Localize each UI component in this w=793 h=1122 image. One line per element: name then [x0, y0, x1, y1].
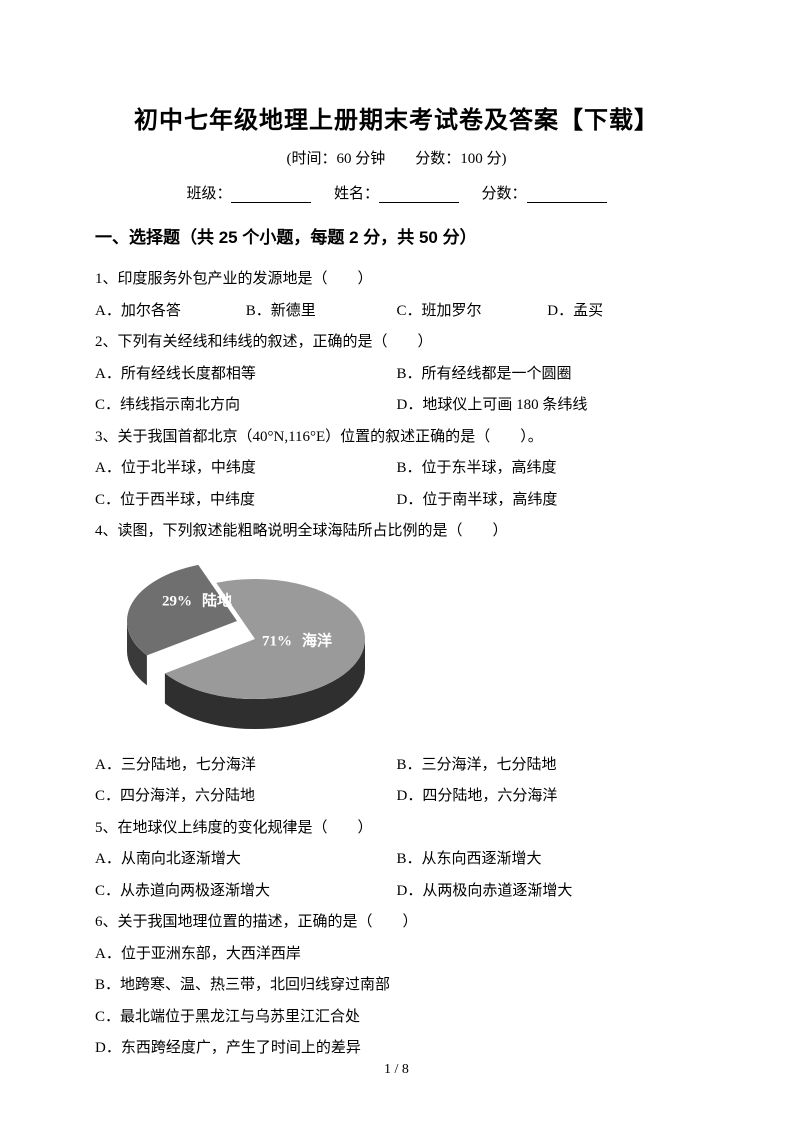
- q3-text: 3、关于我国首都北京（40°N,116°E）位置的叙述正确的是（ ）。: [95, 422, 698, 454]
- q2-opt-a: A．所有经线长度都相等: [95, 359, 397, 391]
- pie-chart: 29% 陆地 71% 海洋: [95, 554, 395, 744]
- q1-text: 1、印度服务外包产业的发源地是（ ）: [95, 264, 698, 296]
- q2-opt-b: B．所有经线都是一个圆圈: [397, 359, 699, 391]
- pie-chart-svg: 29% 陆地 71% 海洋: [95, 554, 395, 744]
- svg-text:海洋: 海洋: [302, 631, 332, 649]
- q3-options: A．位于北半球，中纬度 B．位于东半球，高纬度 C．位于西半球，中纬度 D．位于…: [95, 453, 698, 516]
- q5-options: A．从南向北逐渐增大 B．从东向西逐渐增大 C．从赤道向两极逐渐增大 D．从两极…: [95, 844, 698, 907]
- label-name: 姓名：: [334, 186, 379, 202]
- q4-text: 4、读图，下列叙述能粗略说明全球海陆所占比例的是（ ）: [95, 516, 698, 548]
- q3-opt-a: A．位于北半球，中纬度: [95, 453, 397, 485]
- q6-text: 6、关于我国地理位置的描述，正确的是（ ）: [95, 907, 698, 939]
- q6-opt-b: B．地跨寒、温、热三带，北回归线穿过南部: [95, 970, 698, 1002]
- q6-opt-d: D．东西跨经度广，产生了时间上的差异: [95, 1033, 698, 1065]
- q4-options: A．三分陆地，七分海洋 B．三分海洋，七分陆地 C．四分海洋，六分陆地 D．四分…: [95, 750, 698, 813]
- q3-opt-b: B．位于东半球，高纬度: [397, 453, 699, 485]
- label-score: 分数：: [482, 186, 527, 202]
- page-title: 初中七年级地理上册期末考试卷及答案【下载】: [95, 100, 698, 135]
- q5-opt-c: C．从赤道向两极逐渐增大: [95, 876, 397, 908]
- svg-text:29%: 29%: [162, 593, 192, 609]
- fill-row: 班级： 姓名： 分数：: [95, 182, 698, 203]
- svg-text:陆地: 陆地: [202, 591, 232, 609]
- svg-text:71%: 71%: [262, 633, 292, 649]
- q4-opt-d: D．四分陆地，六分海洋: [397, 781, 699, 813]
- q1-options: A．加尔各答 B．新德里 C．班加罗尔 D．孟买: [95, 296, 698, 328]
- q2-options: A．所有经线长度都相等 B．所有经线都是一个圆圈 C．纬线指示南北方向 D．地球…: [95, 359, 698, 422]
- section-1-heading: 一、选择题（共 25 个小题，每题 2 分，共 50 分）: [95, 223, 698, 248]
- q3-opt-c: C．位于西半球，中纬度: [95, 485, 397, 517]
- q1-opt-d: D．孟买: [547, 296, 698, 328]
- blank-name[interactable]: [379, 186, 459, 204]
- q2-text: 2、下列有关经线和纬线的叙述，正确的是（ ）: [95, 327, 698, 359]
- q5-opt-a: A．从南向北逐渐增大: [95, 844, 397, 876]
- q5-text: 5、在地球仪上纬度的变化规律是（ ）: [95, 813, 698, 845]
- label-class: 班级：: [186, 186, 231, 202]
- q4-opt-a: A．三分陆地，七分海洋: [95, 750, 397, 782]
- q1-opt-a: A．加尔各答: [95, 296, 246, 328]
- blank-class[interactable]: [231, 186, 311, 204]
- q5-opt-b: B．从东向西逐渐增大: [397, 844, 699, 876]
- blank-score[interactable]: [527, 186, 607, 204]
- q4-opt-b: B．三分海洋，七分陆地: [397, 750, 699, 782]
- exam-meta: (时间：60 分钟 分数：100 分): [95, 147, 698, 168]
- q2-opt-d: D．地球仪上可画 180 条纬线: [397, 390, 699, 422]
- q6-opt-a: A．位于亚洲东部，大西洋西岸: [95, 939, 698, 971]
- q6-opt-c: C．最北端位于黑龙江与乌苏里江汇合处: [95, 1002, 698, 1034]
- q5-opt-d: D．从两极向赤道逐渐增大: [397, 876, 699, 908]
- q1-opt-b: B．新德里: [246, 296, 397, 328]
- q2-opt-c: C．纬线指示南北方向: [95, 390, 397, 422]
- q6-options: A．位于亚洲东部，大西洋西岸 B．地跨寒、温、热三带，北回归线穿过南部 C．最北…: [95, 939, 698, 1065]
- page: 初中七年级地理上册期末考试卷及答案【下载】 (时间：60 分钟 分数：100 分…: [0, 0, 793, 1122]
- page-footer: 1 / 8: [0, 1062, 793, 1078]
- q4-opt-c: C．四分海洋，六分陆地: [95, 781, 397, 813]
- q3-opt-d: D．位于南半球，高纬度: [397, 485, 699, 517]
- q1-opt-c: C．班加罗尔: [397, 296, 548, 328]
